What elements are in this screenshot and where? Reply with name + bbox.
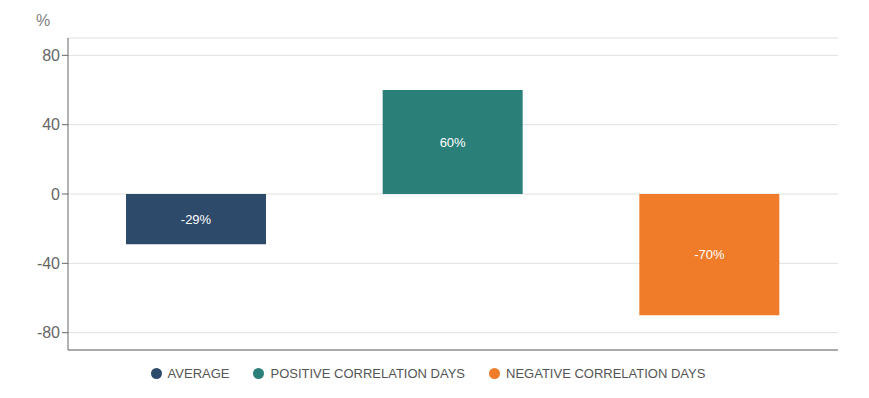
- html-text:POSITIVE CORRELATION DAYS: POSITIVE CORRELATION DAYS: [270, 366, 465, 381]
- svg-text:%: %: [36, 12, 50, 29]
- svg-text:40: 40: [42, 116, 60, 133]
- svg-text:60%: 60%: [440, 135, 466, 150]
- html-text:NEGATIVE CORRELATION DAYS: NEGATIVE CORRELATION DAYS: [506, 366, 706, 381]
- svg-text:-29%: -29%: [181, 212, 212, 227]
- html-text:AVERAGE: AVERAGE: [167, 366, 230, 381]
- svg-text:-80: -80: [37, 324, 60, 341]
- svg-text:0: 0: [51, 186, 60, 203]
- svg-text:-70%: -70%: [694, 247, 725, 262]
- svg-text:80: 80: [42, 47, 60, 64]
- svg-text:-40: -40: [37, 255, 60, 272]
